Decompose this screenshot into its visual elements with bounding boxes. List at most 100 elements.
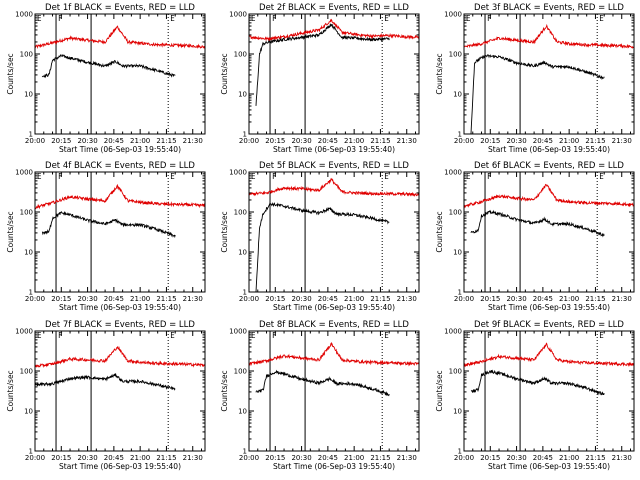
events-trace: [255, 369, 390, 397]
event-marker-label: F: [487, 172, 492, 181]
x-tick-label: 20:30: [506, 137, 526, 145]
x-tick-label: 21:15: [585, 454, 605, 462]
plot-frame: [34, 330, 206, 452]
y-tick-label: 10: [453, 408, 462, 416]
y-tick-label: 1000: [15, 169, 33, 177]
x-tick-label: 20:00: [25, 137, 45, 145]
lld-trace: [249, 18, 419, 42]
trace-group: [464, 342, 634, 396]
event-marker-label: F: [487, 331, 492, 340]
events-trace: [255, 23, 390, 106]
event-marker-label: E: [466, 172, 471, 181]
x-tick-label: 20:30: [77, 454, 97, 462]
events-trace: [255, 201, 390, 292]
events-trace: [41, 53, 176, 79]
x-tick-label: 20:00: [25, 454, 45, 462]
event-marker-label: F: [272, 172, 277, 181]
x-tick-label: 21:30: [397, 295, 417, 303]
y-tick-label: 1: [29, 131, 33, 139]
x-axis-label: Start Time (06-Sep-03 19:55:40): [273, 462, 395, 471]
event-marker-label: F: [58, 331, 63, 340]
y-tick-label: 1000: [229, 169, 247, 177]
x-tick-label: 20:30: [291, 295, 311, 303]
x-tick-label: 20:30: [291, 137, 311, 145]
y-axis-label: Counts/sec: [435, 370, 444, 411]
event-marker-label: F: [58, 14, 63, 23]
y-tick-label: 1000: [15, 11, 33, 19]
x-tick-label: 21:00: [344, 137, 364, 145]
y-tick-label: 1: [243, 448, 247, 456]
x-tick-label: 21:30: [183, 137, 203, 145]
trace-group: [35, 25, 205, 79]
x-tick-label: 20:00: [239, 454, 259, 462]
x-tick-label: 21:30: [612, 454, 632, 462]
x-axis-label: Start Time (06-Sep-03 19:55:40): [59, 145, 181, 154]
events-trace: [470, 369, 605, 396]
y-tick-label: 10: [238, 408, 247, 416]
y-tick-label: 1000: [444, 11, 462, 19]
x-tick-label: 20:45: [533, 295, 553, 303]
x-tick-label: 20:45: [318, 454, 338, 462]
lld-trace: [35, 346, 205, 368]
event-marker-label: E: [251, 331, 256, 340]
x-tick-label: 20:45: [104, 454, 124, 462]
x-tick-label: 21:15: [156, 137, 176, 145]
plot-frame: [463, 13, 635, 135]
event-marker-label: E: [251, 14, 256, 23]
panel-title: Det 1f BLACK = Events, RED = LLD: [45, 3, 195, 13]
y-tick-label: 10: [453, 249, 462, 257]
y-tick-label: 100: [20, 368, 33, 376]
x-tick-label: 20:00: [239, 137, 259, 145]
y-tick-label: 10: [238, 91, 247, 99]
trace-group: [249, 341, 419, 397]
x-tick-label: 21:00: [559, 295, 579, 303]
y-tick-label: 1: [243, 289, 247, 297]
lld-trace: [464, 183, 634, 209]
y-tick-label: 100: [20, 51, 33, 59]
event-marker-label: E: [170, 14, 175, 23]
x-tick-label: 21:15: [156, 295, 176, 303]
event-marker-label: E: [466, 331, 471, 340]
x-tick-label: 20:15: [265, 295, 285, 303]
trace-group: [249, 177, 419, 292]
x-tick-label: 20:00: [454, 454, 474, 462]
x-axis-label: Start Time (06-Sep-03 19:55:40): [59, 462, 181, 471]
x-tick-label: 21:15: [370, 137, 390, 145]
x-tick-label: 20:45: [104, 295, 124, 303]
x-tick-label: 21:30: [183, 295, 203, 303]
y-tick-label: 1: [29, 448, 33, 456]
y-axis-label: Counts/sec: [220, 211, 229, 252]
lld-trace: [35, 25, 205, 50]
event-marker-label: E: [384, 172, 389, 181]
plot-frame: [34, 171, 206, 293]
x-tick-label: 20:30: [77, 295, 97, 303]
event-marker-label: F: [272, 331, 277, 340]
event-marker-label: F: [272, 14, 277, 23]
event-marker-label: E: [170, 172, 175, 181]
event-marker-label: E: [466, 14, 471, 23]
x-tick-label: 20:45: [104, 137, 124, 145]
x-tick-label: 21:00: [130, 295, 150, 303]
panel-title: Det 3f BLACK = Events, RED = LLD: [474, 3, 624, 13]
y-tick-label: 10: [24, 408, 33, 416]
trace-group: [249, 18, 419, 106]
x-axis-label: Start Time (06-Sep-03 19:55:40): [59, 303, 181, 312]
event-marker-label: E: [170, 331, 175, 340]
x-tick-label: 20:45: [318, 137, 338, 145]
plot-frame: [34, 13, 206, 135]
x-tick-label: 21:15: [156, 454, 176, 462]
y-tick-label: 10: [24, 91, 33, 99]
x-tick-label: 20:15: [480, 137, 500, 145]
y-axis-label: Counts/sec: [435, 211, 444, 252]
event-marker-label: E: [599, 14, 604, 23]
x-tick-label: 21:15: [370, 454, 390, 462]
lld-trace: [249, 341, 419, 367]
event-marker-label: E: [599, 172, 604, 181]
events-trace: [41, 210, 176, 239]
